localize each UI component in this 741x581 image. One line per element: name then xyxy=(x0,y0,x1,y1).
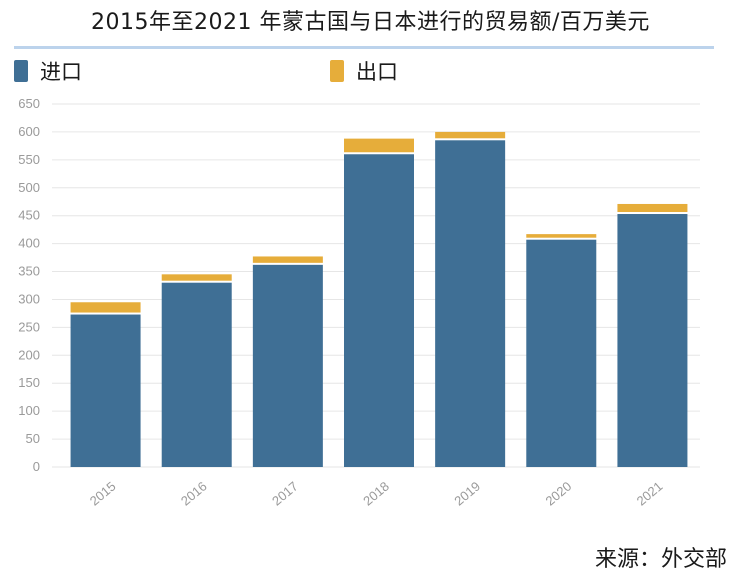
y-tick-label: 350 xyxy=(18,264,40,279)
legend-label-import: 进口 xyxy=(40,60,82,84)
x-tick-label: 2020 xyxy=(542,479,574,509)
y-tick-label: 650 xyxy=(18,96,40,111)
x-tick-label: 2018 xyxy=(360,479,392,509)
y-tick-label: 0 xyxy=(33,459,40,474)
legend-swatch-export xyxy=(330,60,344,82)
x-tick-label: 2015 xyxy=(87,479,119,509)
bar-export xyxy=(526,234,597,238)
legend-item-import: 进口 xyxy=(14,58,82,84)
legend-item-export: 出口 xyxy=(330,58,398,84)
bar-export xyxy=(252,256,323,263)
bar-import xyxy=(252,264,323,467)
y-tick-label: 100 xyxy=(18,403,40,418)
y-tick-label: 200 xyxy=(18,347,40,362)
y-tick-label: 150 xyxy=(18,375,40,390)
bar-import xyxy=(344,154,414,467)
bar-import xyxy=(435,140,506,468)
bar-import xyxy=(526,239,597,467)
bar-export xyxy=(617,203,688,213)
y-tick-label: 50 xyxy=(26,431,40,446)
bar-import xyxy=(70,314,141,467)
y-tick-label: 250 xyxy=(18,319,40,334)
source-note: 来源：外交部 xyxy=(594,547,727,572)
title-underline xyxy=(14,46,714,49)
y-tick-label: 450 xyxy=(18,208,40,223)
x-tick-label: 2021 xyxy=(634,479,666,509)
legend-swatch-import xyxy=(14,60,28,82)
y-tick-label: 300 xyxy=(18,291,40,306)
bar-export xyxy=(435,131,506,139)
bar-import xyxy=(617,214,688,467)
bar-export xyxy=(344,138,414,153)
y-tick-label: 600 xyxy=(18,124,40,139)
x-tick-label: 2016 xyxy=(178,479,210,509)
x-tick-label: 2019 xyxy=(451,479,483,509)
y-tick-label: 500 xyxy=(18,180,40,195)
chart-title: 2015年至2021 年蒙古国与日本进行的贸易额/百万美元 xyxy=(91,10,650,35)
bar-export xyxy=(161,274,232,281)
y-tick-label: 400 xyxy=(18,236,40,251)
x-tick-label: 2017 xyxy=(269,479,301,509)
bar-export xyxy=(70,302,141,313)
bar-import xyxy=(161,282,232,467)
legend-label-export: 出口 xyxy=(356,60,398,84)
y-tick-label: 550 xyxy=(18,152,40,167)
